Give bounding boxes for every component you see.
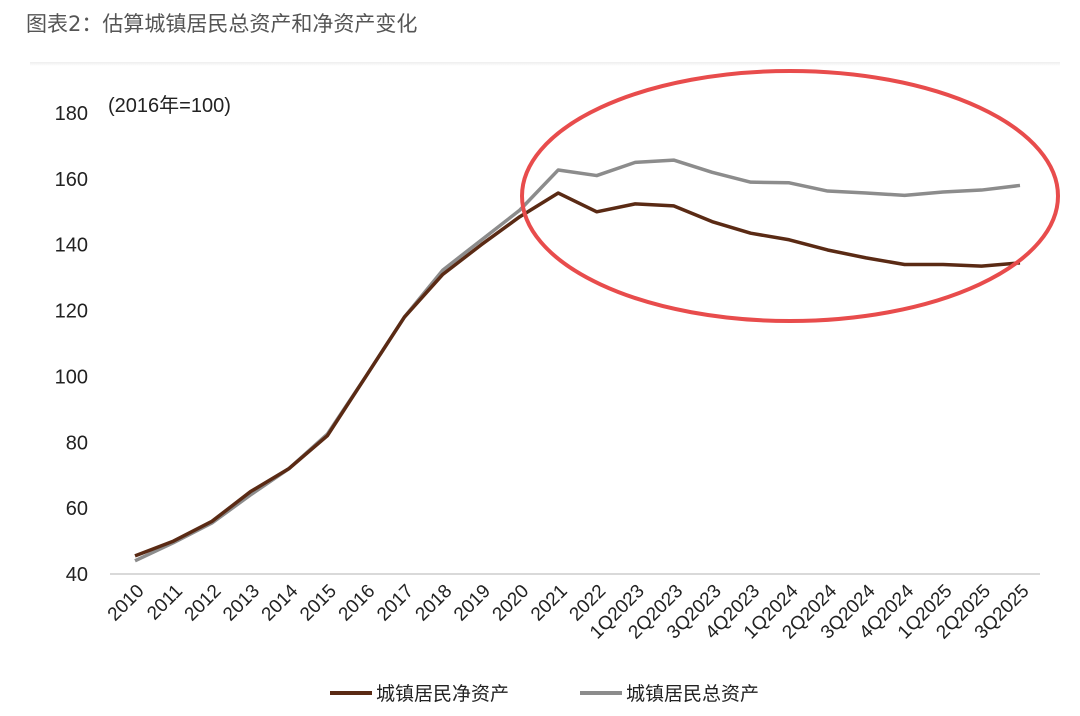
- y-tick-label: 160: [55, 169, 88, 191]
- x-tick-label: 2017: [373, 581, 418, 626]
- figure-title: 图表2：估算城镇居民总资产和净资产变化: [26, 12, 418, 36]
- unit-note: (2016年=100): [108, 94, 231, 117]
- divider: [30, 62, 1060, 66]
- y-tick-label: 40: [66, 564, 88, 586]
- x-tick-label: 2019: [450, 581, 495, 626]
- y-tick-label: 100: [55, 366, 88, 388]
- x-tick-label: 2013: [219, 581, 264, 626]
- red-circle-annotation: [520, 69, 1060, 323]
- y-tick-label: 120: [55, 301, 88, 323]
- x-tick-label: 2018: [412, 581, 457, 626]
- legend-label: 城镇居民总资产: [626, 683, 759, 705]
- x-tick-label: 2021: [527, 581, 572, 626]
- x-tick-label: 2016: [335, 581, 380, 626]
- y-tick-label: 180: [55, 103, 88, 125]
- y-tick-label: 140: [55, 235, 88, 257]
- x-tick-label: 2010: [104, 581, 149, 626]
- series-line-total-assets: [134, 158, 1021, 563]
- x-tick-label: 2020: [489, 581, 534, 626]
- y-tick-label: 60: [66, 498, 88, 520]
- x-tick-label: 2012: [181, 581, 226, 626]
- x-tick-label: 2014: [258, 580, 303, 625]
- series-line-net-assets: [134, 191, 1021, 558]
- x-tick-label: 2011: [143, 581, 187, 625]
- y-tick-label: 80: [66, 432, 88, 454]
- legend-label: 城镇居民净资产: [376, 683, 509, 705]
- x-tick-label: 2015: [296, 581, 341, 626]
